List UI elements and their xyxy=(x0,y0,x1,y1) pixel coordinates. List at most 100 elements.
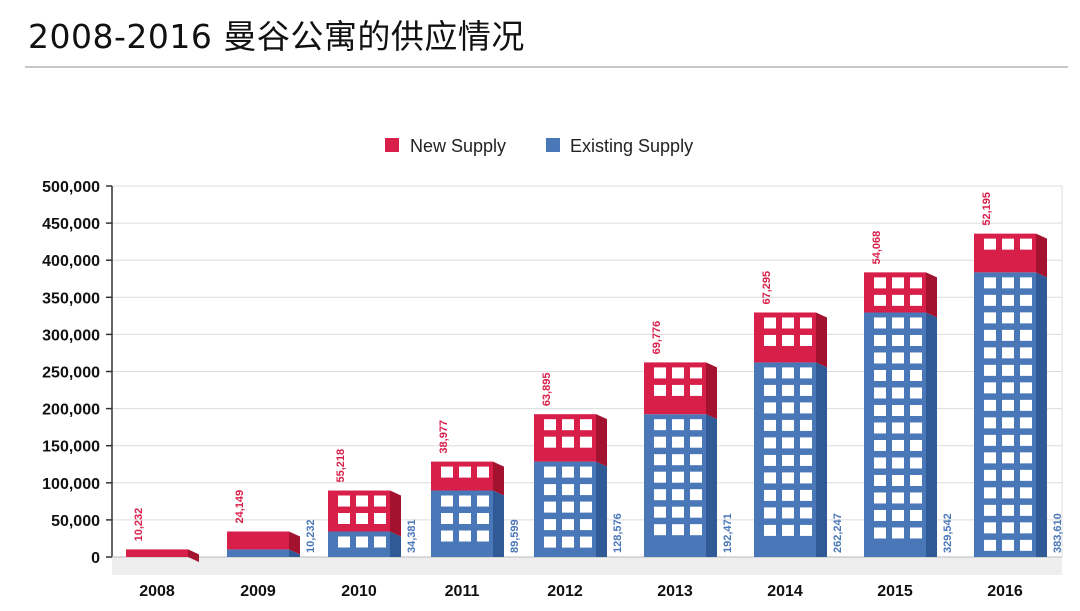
x-tick-label: 2009 xyxy=(240,583,276,600)
window-existing xyxy=(441,530,453,542)
window-new xyxy=(800,317,812,329)
window-existing xyxy=(892,509,904,521)
x-tick-label: 2012 xyxy=(547,583,583,600)
window-existing xyxy=(764,489,776,501)
window-new xyxy=(580,436,592,448)
data-label-existing: 89,599 xyxy=(509,519,521,553)
window-existing xyxy=(764,507,776,519)
window-new xyxy=(356,513,368,525)
window-new xyxy=(690,367,702,379)
window-existing xyxy=(910,404,922,416)
window-new xyxy=(374,513,386,525)
window-existing xyxy=(874,317,886,329)
window-existing xyxy=(459,530,471,542)
window-existing xyxy=(1002,364,1014,376)
window-existing xyxy=(1002,382,1014,394)
y-tick-label: 350,000 xyxy=(42,290,100,307)
window-existing xyxy=(984,417,996,429)
window-existing xyxy=(782,367,794,379)
window-existing xyxy=(984,539,996,551)
window-existing xyxy=(892,492,904,504)
legend-label-existing: Existing Supply xyxy=(570,136,693,156)
window-existing xyxy=(892,527,904,539)
window-existing xyxy=(654,506,666,518)
window-existing xyxy=(1002,277,1014,289)
window-existing xyxy=(892,439,904,451)
data-label-new: 63,895 xyxy=(541,373,553,407)
bar-new-side xyxy=(596,414,607,467)
bar-new-side xyxy=(816,312,827,368)
window-existing xyxy=(984,277,996,289)
bar-new-side xyxy=(706,362,717,420)
page-title: 2008-2016 曼谷公寓的供应情况 xyxy=(28,17,525,56)
window-existing xyxy=(910,509,922,521)
bar-new-side xyxy=(493,461,504,496)
window-new xyxy=(1002,238,1014,250)
window-existing xyxy=(562,466,574,478)
data-label-new: 54,068 xyxy=(871,231,883,265)
x-tick-label: 2014 xyxy=(767,583,803,600)
window-existing xyxy=(672,506,684,518)
ground-band xyxy=(112,557,1062,575)
window-existing xyxy=(562,501,574,513)
window-new xyxy=(984,238,996,250)
window-existing xyxy=(1020,522,1032,534)
window-new xyxy=(782,334,794,346)
window-new xyxy=(544,419,556,431)
window-existing xyxy=(580,484,592,496)
window-existing xyxy=(654,471,666,483)
window-existing xyxy=(874,439,886,451)
window-existing xyxy=(690,419,702,431)
window-new xyxy=(374,495,386,507)
window-existing xyxy=(1020,417,1032,429)
window-existing xyxy=(1002,539,1014,551)
window-existing xyxy=(874,527,886,539)
data-label-existing: 10,232 xyxy=(305,519,317,553)
window-existing xyxy=(984,399,996,411)
window-existing xyxy=(892,317,904,329)
window-existing xyxy=(544,536,556,548)
bar-new-side xyxy=(1036,233,1047,278)
window-existing xyxy=(984,487,996,499)
window-existing xyxy=(441,495,453,507)
window-existing xyxy=(874,492,886,504)
window-existing xyxy=(782,402,794,414)
window-new xyxy=(562,419,574,431)
window-existing xyxy=(1002,504,1014,516)
window-existing xyxy=(800,384,812,396)
window-existing xyxy=(562,484,574,496)
window-new xyxy=(544,436,556,448)
window-existing xyxy=(800,419,812,431)
window-existing xyxy=(782,384,794,396)
window-existing xyxy=(1020,504,1032,516)
window-existing xyxy=(984,364,996,376)
window-new xyxy=(874,277,886,289)
window-existing xyxy=(1002,469,1014,481)
window-existing xyxy=(672,489,684,501)
window-existing xyxy=(984,347,996,359)
window-existing xyxy=(800,524,812,536)
bar-new-side xyxy=(926,272,937,318)
window-existing xyxy=(580,536,592,548)
window-new xyxy=(654,384,666,396)
window-new xyxy=(874,294,886,306)
window-new xyxy=(672,367,684,379)
window-existing xyxy=(1020,399,1032,411)
window-existing xyxy=(690,454,702,466)
window-existing xyxy=(1002,294,1014,306)
window-existing xyxy=(874,334,886,346)
window-existing xyxy=(690,436,702,448)
window-existing xyxy=(874,509,886,521)
window-existing xyxy=(892,422,904,434)
window-new xyxy=(782,317,794,329)
window-existing xyxy=(910,457,922,469)
window-existing xyxy=(672,419,684,431)
data-label-existing: 192,471 xyxy=(722,513,734,553)
window-existing xyxy=(477,495,489,507)
window-existing xyxy=(1002,312,1014,324)
y-tick-label: 50,000 xyxy=(51,513,100,530)
window-existing xyxy=(984,312,996,324)
window-existing xyxy=(764,367,776,379)
window-new xyxy=(764,334,776,346)
window-existing xyxy=(910,317,922,329)
